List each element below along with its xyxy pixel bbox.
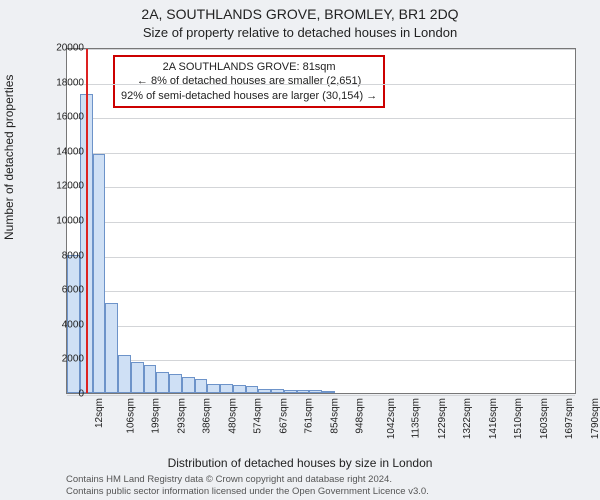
histogram-bar — [182, 377, 195, 393]
histogram-bar — [131, 362, 144, 393]
y-tick-label: 10000 — [44, 216, 84, 227]
x-tick-label: 574sqm — [253, 398, 264, 434]
x-tick-label: 1322sqm — [462, 398, 473, 439]
histogram-bar — [105, 303, 118, 393]
histogram-bar — [220, 384, 233, 393]
x-tick-label: 761sqm — [304, 398, 315, 434]
x-tick-label: 12sqm — [94, 398, 105, 428]
gridline — [67, 291, 575, 292]
x-tick-label: 1790sqm — [590, 398, 600, 439]
y-tick-label: 6000 — [44, 285, 84, 296]
histogram-bar — [297, 390, 310, 393]
x-tick-label: 948sqm — [355, 398, 366, 434]
gridline — [67, 49, 575, 50]
gridline — [67, 395, 575, 396]
histogram-bar — [93, 154, 106, 393]
x-tick-label: 1229sqm — [437, 398, 448, 439]
y-tick-label: 4000 — [44, 319, 84, 330]
chart-subtitle: Size of property relative to detached ho… — [0, 25, 600, 40]
x-tick-label: 667sqm — [278, 398, 289, 434]
annotation-line3: 92% of semi-detached houses are larger (… — [121, 89, 377, 103]
x-tick-label: 106sqm — [125, 398, 136, 434]
footer-attribution: Contains HM Land Registry data © Crown c… — [66, 474, 429, 498]
y-tick-label: 16000 — [44, 112, 84, 123]
annotation-line1: 2A SOUTHLANDS GROVE: 81sqm — [121, 60, 377, 74]
histogram-bar — [322, 391, 335, 393]
x-tick-label: 854sqm — [329, 398, 340, 434]
x-tick-label: 1416sqm — [488, 398, 499, 439]
gridline — [67, 187, 575, 188]
histogram-bar — [144, 365, 157, 393]
histogram-bar — [258, 389, 271, 393]
y-tick-label: 0 — [44, 389, 84, 400]
footer-line2: Contains public sector information licen… — [66, 486, 429, 498]
x-axis-label: Distribution of detached houses by size … — [0, 456, 600, 470]
x-tick-label: 199sqm — [151, 398, 162, 434]
chart-title: 2A, SOUTHLANDS GROVE, BROMLEY, BR1 2DQ — [0, 6, 600, 22]
y-tick-label: 2000 — [44, 354, 84, 365]
plot-area: 2A SOUTHLANDS GROVE: 81sqm ← 8% of detac… — [66, 48, 576, 394]
histogram-bar — [246, 386, 259, 393]
x-tick-label: 1135sqm — [410, 398, 421, 438]
histogram-bar — [284, 390, 297, 393]
y-tick-label: 20000 — [44, 43, 84, 54]
histogram-bar — [118, 355, 131, 393]
y-tick-label: 8000 — [44, 250, 84, 261]
gridline — [67, 222, 575, 223]
gridline — [67, 153, 575, 154]
histogram-bar — [271, 389, 284, 393]
histogram-bar — [207, 384, 220, 394]
footer-line1: Contains HM Land Registry data © Crown c… — [66, 474, 429, 486]
x-tick-label: 293sqm — [176, 398, 187, 434]
gridline — [67, 326, 575, 327]
x-tick-label: 1510sqm — [513, 398, 524, 439]
gridline — [67, 257, 575, 258]
histogram-bar — [195, 379, 208, 393]
histogram-bar — [156, 372, 169, 393]
x-tick-label: 1042sqm — [386, 398, 397, 439]
y-tick-label: 12000 — [44, 181, 84, 192]
x-tick-label: 386sqm — [202, 398, 213, 434]
histogram-bar — [309, 390, 322, 393]
annotation-box: 2A SOUTHLANDS GROVE: 81sqm ← 8% of detac… — [113, 55, 385, 108]
histogram-bar — [233, 385, 246, 393]
property-marker-line — [86, 49, 88, 393]
annotation-line2: ← 8% of detached houses are smaller (2,6… — [121, 74, 377, 88]
gridline — [67, 84, 575, 85]
histogram-bar — [169, 374, 182, 393]
y-tick-label: 14000 — [44, 146, 84, 157]
y-tick-label: 18000 — [44, 77, 84, 88]
y-axis-label: Number of detached properties — [2, 75, 16, 240]
x-tick-label: 1697sqm — [564, 398, 575, 439]
x-tick-label: 1603sqm — [539, 398, 550, 439]
gridline — [67, 118, 575, 119]
x-tick-label: 480sqm — [227, 398, 238, 434]
